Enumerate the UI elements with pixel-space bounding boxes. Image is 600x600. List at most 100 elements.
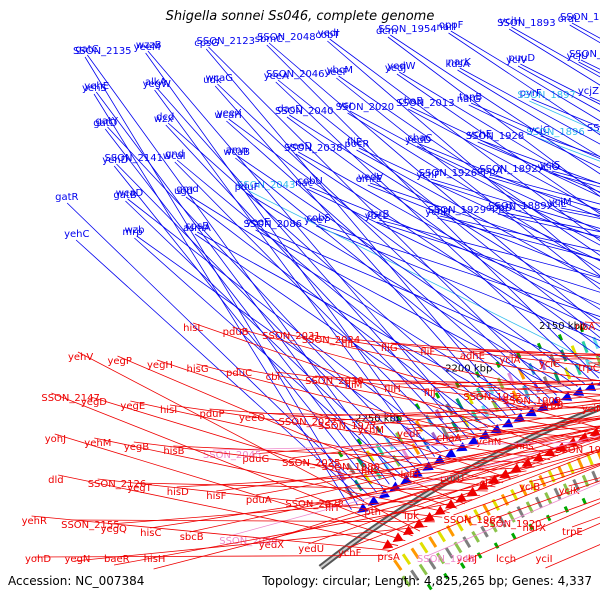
reverse-gene-label: prsA	[377, 552, 400, 563]
reverse-gene-leader	[54, 433, 406, 542]
reverse-gene-leader	[58, 474, 399, 546]
forward-gene-label: SSON_2086	[244, 219, 303, 230]
reverse-gene-leader	[117, 355, 465, 505]
forward-gene-leader	[430, 178, 600, 229]
reverse-gene-leader	[426, 482, 600, 557]
forward-gene-leader	[237, 155, 578, 387]
forward-gene-leader	[488, 176, 600, 211]
reverse-gene-leader	[169, 404, 551, 460]
forward-gene-label: ycjU	[567, 51, 589, 62]
reverse-gene-label: pduB	[223, 327, 249, 338]
reverse-gene-leader	[192, 322, 567, 453]
reverse-gene-leader	[394, 380, 600, 385]
feature-block	[464, 514, 473, 527]
reverse-gene-leader	[150, 470, 527, 529]
forward-gene-label: SSON_1889	[488, 201, 547, 212]
forward-gene-label: SSON_1893	[497, 18, 556, 29]
forward-gene-label: yeeX	[217, 108, 242, 119]
forward-gene-leader	[327, 40, 600, 277]
forward-gene-label: ybcL	[365, 211, 389, 222]
reverse-gene-leader	[110, 494, 481, 525]
reverse-gene-label: hisF	[206, 491, 226, 502]
feature-block	[557, 465, 566, 479]
forward-gene-label: dcm	[376, 26, 398, 37]
forward-gene-leader	[347, 112, 600, 271]
forward-gene-label: wzzB	[136, 40, 162, 51]
forward-gene-label: cobT	[315, 30, 340, 41]
reverse-gene-label: SSON_2050	[219, 536, 278, 547]
forward-gene-leader	[457, 69, 600, 158]
reverse-gene-label: adhE	[460, 351, 485, 362]
forward-gene-leader	[275, 81, 592, 382]
reverse-gene-leader	[31, 515, 391, 551]
forward-gene-leader	[165, 124, 462, 442]
forward-gene-label: yedW	[387, 61, 415, 72]
reverse-gene-label: hns	[516, 441, 534, 452]
reverse-gene-leader	[407, 402, 600, 430]
reverse-gene-label: SSON_1948	[417, 554, 476, 565]
reverse-cds-arrow	[455, 492, 467, 503]
feature-block	[462, 536, 472, 549]
reverse-gene-label: yegH	[147, 360, 173, 371]
forward-gene-label: SSON_1782	[569, 49, 600, 60]
reverse-gene-label: yohJ	[45, 434, 66, 445]
forward-gene-label: yedJ	[385, 63, 406, 74]
feature-block	[414, 420, 424, 433]
feature-block	[592, 336, 600, 350]
reverse-gene-label: purU	[440, 474, 464, 485]
forward-gene-label: SSON_1821	[587, 123, 600, 134]
feature-block	[538, 474, 547, 488]
reverse-gene-label: SSON_2031	[262, 331, 321, 342]
gc-tick	[563, 506, 570, 513]
reverse-gene-label: yohD	[25, 554, 51, 565]
gc-tick	[557, 334, 563, 341]
forward-gene-leader	[214, 85, 509, 418]
reverse-gene-label: hisB	[163, 446, 184, 457]
forward-gene-leader	[558, 209, 600, 219]
reverse-gene-leader	[173, 445, 543, 464]
reverse-gene-label: fliL	[341, 339, 356, 350]
reverse-gene-leader	[466, 502, 600, 561]
forward-gene-leader	[376, 221, 600, 293]
reverse-gene-label: SSON_2147	[41, 393, 99, 404]
forward-gene-leader	[520, 63, 600, 105]
reverse-gene-label: SSON_1920	[483, 519, 542, 530]
reverse-gene-leader	[469, 350, 600, 355]
kbp-tick-label: 2200 kbp	[445, 363, 492, 374]
feature-block	[482, 503, 491, 516]
feature-block	[410, 569, 420, 582]
reverse-gene-label: sbcB	[180, 532, 204, 543]
forward-gene-leader	[156, 87, 469, 439]
forward-gene-leader	[477, 141, 600, 193]
forward-gene-label: ychF	[416, 170, 440, 181]
reverse-gene-leader	[189, 448, 575, 533]
reverse-gene-label: SSON_2155	[61, 520, 120, 531]
forward-gene-label: ycjC	[529, 125, 550, 136]
reverse-gene-label: SSON_2045	[203, 450, 262, 461]
reverse-gene-label: hisD	[167, 487, 189, 498]
feature-block	[455, 519, 464, 532]
forward-gene-label: yedD	[405, 135, 431, 146]
map-title: Shigella sonnei Ss046, complete genome	[165, 9, 435, 24]
reverse-gene-leader	[97, 478, 443, 518]
forward-gene-leader	[448, 32, 600, 136]
forward-gene-label: yciV	[506, 55, 527, 66]
reverse-gene-label: fliH	[384, 384, 401, 395]
reverse-gene-label: yedU	[298, 544, 324, 555]
gc-tick	[579, 325, 585, 333]
reverse-gene-leader	[390, 342, 600, 360]
reverse-gene-label: yehV	[68, 352, 93, 363]
reverse-gene-label: yegT	[127, 483, 152, 494]
gc-tick	[545, 514, 552, 522]
forward-gene-leader	[248, 190, 600, 367]
reverse-gene-leader	[512, 388, 600, 397]
reverse-gene-leader	[291, 417, 600, 459]
feature-block	[401, 553, 412, 566]
reverse-gene-leader	[130, 400, 504, 484]
forward-gene-label: pyrF	[520, 88, 542, 99]
forward-gene-label: SSON_2020	[336, 102, 395, 113]
reverse-gene-leader	[196, 363, 559, 457]
feature-block	[418, 563, 428, 576]
reverse-gene-leader	[77, 351, 421, 532]
